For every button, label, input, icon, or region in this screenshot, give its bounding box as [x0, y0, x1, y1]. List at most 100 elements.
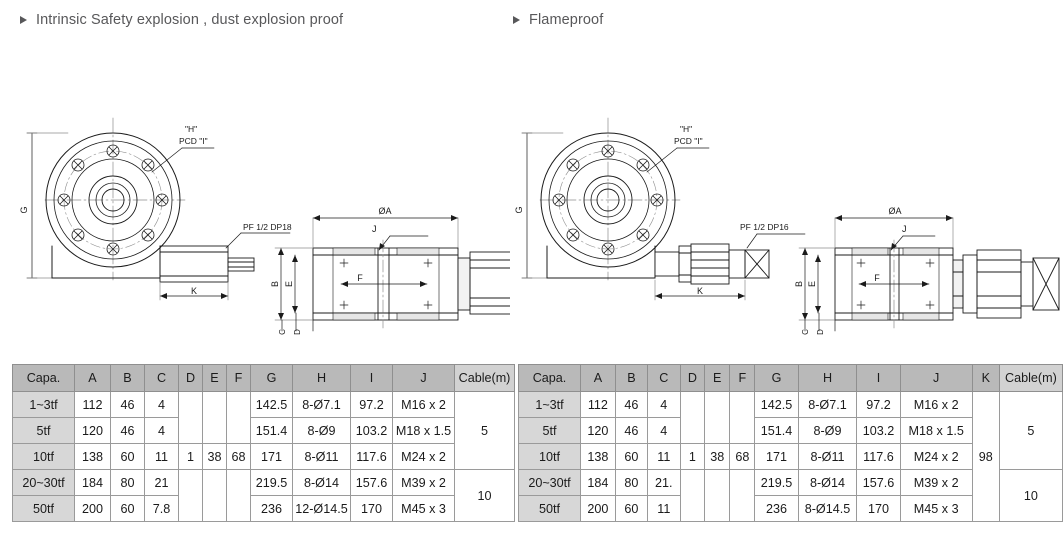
dimension-label-G: G — [19, 206, 29, 213]
technical-drawing-intrinsic-safety: G — [0, 100, 510, 340]
cell-g: 171 — [250, 443, 293, 470]
spec-table-intrinsic-safety-wrap: Capa. A B C D E F G H I J Cable(m) 1~3tf — [12, 364, 515, 522]
cell-cable-5: 5 — [998, 391, 1063, 470]
cell-capa: 20~30tf — [12, 469, 75, 496]
col-header-e: E — [202, 364, 227, 392]
dimension-label-K: K — [191, 286, 197, 296]
dimension-label-port-left: PF 1/2 DP18 — [243, 222, 292, 232]
cell-j: M16 x 2 — [392, 391, 455, 418]
cell-k-98: 98 — [971, 391, 1000, 522]
cell-h: 8-Ø9 — [797, 417, 858, 444]
dimension-label-J-left: J — [372, 224, 377, 234]
section-heading-flameproof: Flameproof — [513, 12, 603, 28]
cell-e-blank — [704, 469, 731, 522]
cell-i: 97.2 — [350, 391, 393, 418]
drawing-left-svg: G — [19, 117, 510, 335]
cell-c: 4 — [646, 391, 681, 418]
spec-table-intrinsic-safety: Capa. A B C D E F G H I J Cable(m) 1~3tf — [12, 364, 515, 522]
dimension-label-K: K — [697, 286, 703, 296]
col-header-h: H — [292, 364, 351, 392]
col-header-capa: Capa. — [12, 364, 75, 392]
cell-c: 21 — [144, 469, 179, 496]
cell-i: 97.2 — [856, 391, 901, 418]
cell-g: 142.5 — [250, 391, 293, 418]
cell-c: 4 — [144, 417, 179, 444]
cell-j: M24 x 2 — [392, 443, 455, 470]
dimension-label-F-left: F — [357, 273, 363, 283]
col-header-c: C — [646, 364, 681, 392]
cell-b: 46 — [614, 391, 648, 418]
table-row: 1~3tf 112 46 4 142.5 8-Ø7.1 97.2 M16 x 2… — [518, 391, 1063, 522]
cell-c: 7.8 — [144, 495, 179, 522]
cell-d-blank — [178, 469, 203, 522]
cell-i: 117.6 — [350, 443, 393, 470]
cell-a: 120 — [74, 417, 111, 444]
table-row: 5tf 120 46 4 151.4 8-Ø9 103.2 M18 x 1.5 — [518, 417, 1063, 444]
cell-h: 8-Ø14 — [797, 469, 858, 496]
dimension-label-B-right: B — [794, 281, 804, 287]
cell-f-blank — [729, 469, 756, 522]
cell-h: 8-Ø14.5 — [797, 495, 858, 522]
drawing-right-svg: G — [514, 117, 1060, 335]
cell-h: 8-Ø9 — [292, 417, 351, 444]
cell-c: 11 — [144, 443, 179, 470]
table-row: 50tf 200 60 7.8 236 12-Ø14.5 170 M45 x 3 — [12, 495, 515, 522]
dimension-label-PCD-I: PCD "I" — [179, 136, 208, 146]
col-header-i: I — [350, 364, 393, 392]
cell-e: 38 — [202, 443, 227, 470]
dimension-label-D-left: D — [293, 329, 302, 335]
cell-b: 46 — [110, 391, 145, 418]
dimension-label-F-right: F — [874, 273, 880, 283]
col-header-e: E — [704, 364, 731, 392]
cell-cable-5: 5 — [454, 391, 515, 470]
spec-table-flameproof-wrap: Capa. A B C D E F G H I J K Cable(m) 1 — [518, 364, 1063, 522]
dimension-label-E-right: E — [807, 281, 817, 287]
cell-a: 112 — [580, 391, 616, 418]
cell-g: 171 — [754, 443, 799, 470]
cell-b: 80 — [110, 469, 145, 496]
table-header-row: Capa. A B C D E F G H I J K Cable(m) — [518, 364, 1063, 392]
cell-capa: 10tf — [518, 443, 581, 470]
cell-b: 60 — [614, 443, 648, 470]
dimension-label-port-right: PF 1/2 DP16 — [740, 222, 789, 232]
cell-capa: 50tf — [12, 495, 75, 522]
cell-d-blank — [679, 391, 706, 444]
cell-a: 200 — [74, 495, 111, 522]
cell-a: 138 — [580, 443, 616, 470]
cell-i: 103.2 — [856, 417, 901, 444]
dimension-label-B-left: B — [270, 281, 280, 287]
triangle-right-icon — [513, 16, 520, 24]
cell-capa: 20~30tf — [518, 469, 581, 496]
col-header-h: H — [797, 364, 858, 392]
cell-g: 142.5 — [754, 391, 799, 418]
dimension-label-OA-right: ØA — [888, 206, 901, 216]
table-row: 20~30tf 184 80 21 219.5 8-Ø14 157.6 M39 … — [12, 469, 515, 522]
cell-e-blank — [202, 391, 227, 444]
cell-e-blank — [704, 391, 731, 444]
cell-g: 219.5 — [754, 469, 799, 496]
cell-capa: 5tf — [518, 417, 581, 444]
cell-h: 8-Ø7.1 — [797, 391, 858, 418]
dimension-label-G: G — [514, 206, 524, 213]
col-header-f: F — [226, 364, 251, 392]
table-row: 1~3tf 112 46 4 142.5 8-Ø7.1 97.2 M16 x 2… — [12, 391, 515, 470]
cell-c: 11 — [646, 495, 681, 522]
section-heading-right-label: Flameproof — [529, 12, 604, 28]
cell-i: 157.6 — [350, 469, 393, 496]
cell-cable-10: 10 — [998, 469, 1063, 522]
section-heading-left-label: Intrinsic Safety explosion , dust explos… — [36, 12, 344, 28]
triangle-right-icon — [20, 16, 27, 24]
col-header-j: J — [392, 364, 455, 392]
cell-j: M45 x 3 — [392, 495, 455, 522]
cell-b: 80 — [614, 469, 648, 496]
col-header-b: B — [110, 364, 145, 392]
dimension-label-D-right: D — [816, 329, 825, 335]
col-header-c: C — [144, 364, 179, 392]
cell-cable-10: 10 — [454, 469, 515, 522]
cell-capa: 5tf — [12, 417, 75, 444]
cell-c: 21. — [646, 469, 681, 496]
cell-a: 120 — [580, 417, 616, 444]
col-header-j: J — [899, 364, 973, 392]
spec-table-flameproof: Capa. A B C D E F G H I J K Cable(m) 1 — [518, 364, 1063, 522]
